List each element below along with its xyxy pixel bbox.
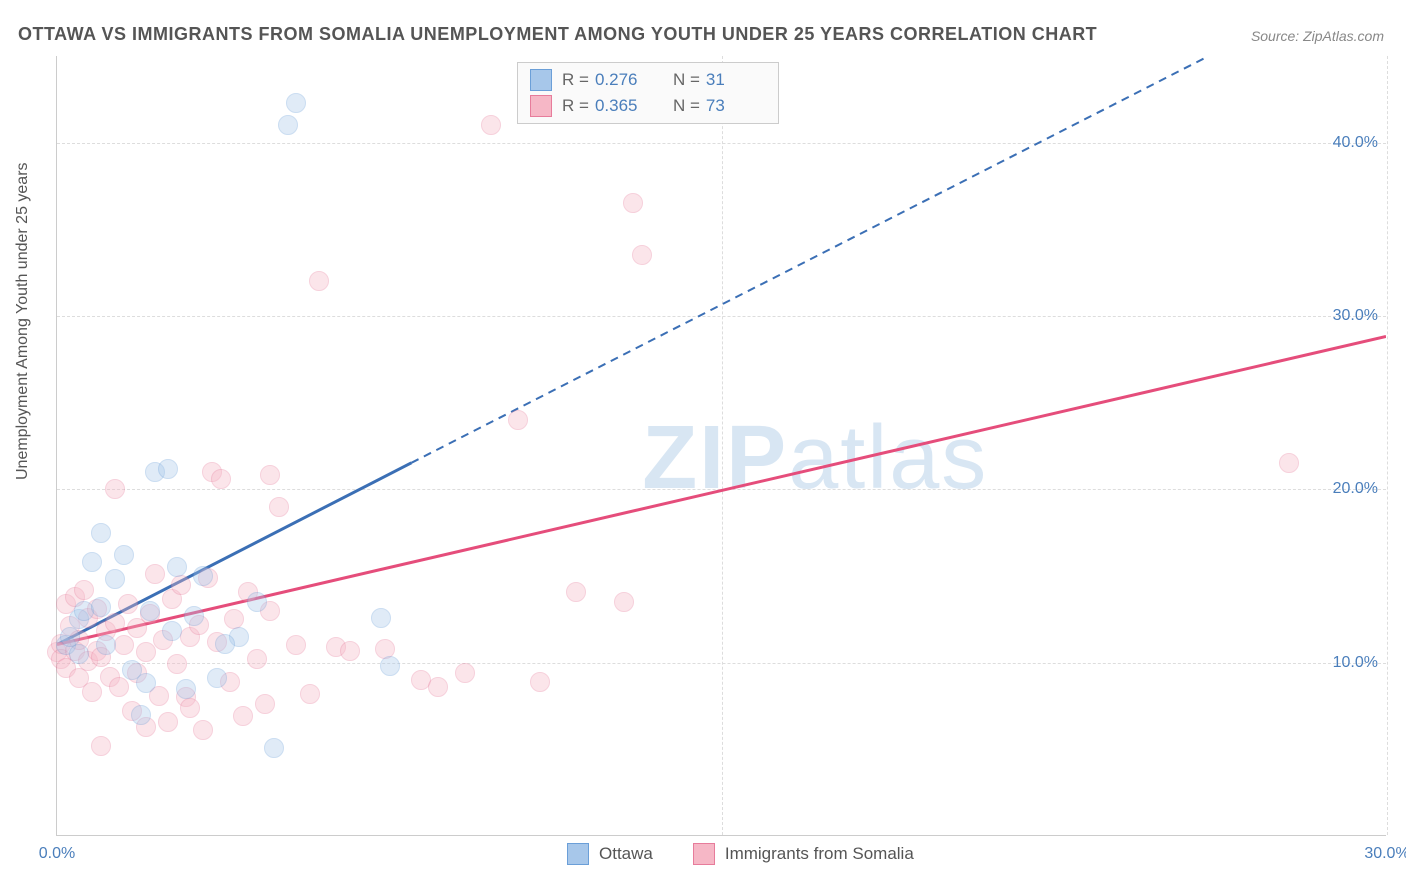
legend-swatch xyxy=(530,95,552,117)
scatter-point xyxy=(260,465,280,485)
legend-n-label: N = xyxy=(673,70,700,90)
scatter-point xyxy=(269,497,289,517)
scatter-point xyxy=(105,569,125,589)
legend-swatch xyxy=(693,843,715,865)
scatter-point xyxy=(278,115,298,135)
legend-r-label: R = xyxy=(562,96,589,116)
scatter-point xyxy=(109,677,129,697)
scatter-point xyxy=(207,668,227,688)
y-tick-label: 10.0% xyxy=(1333,654,1378,672)
scatter-point xyxy=(171,575,191,595)
scatter-point xyxy=(614,592,634,612)
scatter-point xyxy=(140,601,160,621)
scatter-point xyxy=(340,641,360,661)
legend-r-value: 0.276 xyxy=(595,70,655,90)
scatter-point xyxy=(233,706,253,726)
legend-n-value: 73 xyxy=(706,96,766,116)
scatter-point xyxy=(114,545,134,565)
legend-series: Ottawa Immigrants from Somalia xyxy=(567,843,914,865)
scatter-point xyxy=(74,601,94,621)
scatter-point xyxy=(247,649,267,669)
scatter-point xyxy=(136,642,156,662)
scatter-point xyxy=(180,698,200,718)
scatter-point xyxy=(1279,453,1299,473)
scatter-point xyxy=(286,93,306,113)
scatter-point xyxy=(145,564,165,584)
watermark: ZIPatlas xyxy=(642,407,988,510)
scatter-point xyxy=(82,682,102,702)
legend-swatch xyxy=(567,843,589,865)
scatter-point xyxy=(96,635,116,655)
source-text: Source: ZipAtlas.com xyxy=(1251,28,1384,44)
legend-r-value: 0.365 xyxy=(595,96,655,116)
watermark-rest: atlas xyxy=(788,408,988,508)
scatter-point xyxy=(114,635,134,655)
plot-area: ZIPatlas 10.0%20.0%30.0%40.0%0.0%30.0%R … xyxy=(56,56,1386,836)
scatter-point xyxy=(371,608,391,628)
scatter-point xyxy=(264,738,284,758)
scatter-point xyxy=(193,720,213,740)
scatter-point xyxy=(158,459,178,479)
scatter-point xyxy=(211,469,231,489)
legend-stats-row: R = 0.365 N = 73 xyxy=(518,93,778,119)
x-tick-label: 30.0% xyxy=(1364,845,1406,863)
legend-series-item: Immigrants from Somalia xyxy=(693,843,914,865)
y-tick-label: 30.0% xyxy=(1333,307,1378,325)
scatter-point xyxy=(105,479,125,499)
gridline-v xyxy=(722,56,723,835)
legend-n-label: N = xyxy=(673,96,700,116)
scatter-point xyxy=(167,654,187,674)
scatter-point xyxy=(184,606,204,626)
watermark-bold: ZIP xyxy=(642,408,788,508)
scatter-point xyxy=(286,635,306,655)
legend-series-label: Immigrants from Somalia xyxy=(725,844,914,864)
scatter-point xyxy=(380,656,400,676)
chart-title: OTTAWA VS IMMIGRANTS FROM SOMALIA UNEMPL… xyxy=(18,24,1097,45)
scatter-point xyxy=(193,566,213,586)
scatter-point xyxy=(158,712,178,732)
scatter-point xyxy=(91,736,111,756)
scatter-point xyxy=(255,694,275,714)
scatter-point xyxy=(623,193,643,213)
legend-series-item: Ottawa xyxy=(567,843,653,865)
legend-stats-row: R = 0.276 N = 31 xyxy=(518,67,778,93)
scatter-point xyxy=(300,684,320,704)
scatter-point xyxy=(455,663,475,683)
y-axis-label: Unemployment Among Youth under 25 years xyxy=(14,162,32,480)
legend-stats: R = 0.276 N = 31 R = 0.365 N = 73 xyxy=(517,62,779,124)
x-tick-label: 0.0% xyxy=(39,845,75,863)
scatter-point xyxy=(428,677,448,697)
legend-r-label: R = xyxy=(562,70,589,90)
scatter-point xyxy=(508,410,528,430)
scatter-point xyxy=(530,672,550,692)
scatter-point xyxy=(105,613,125,633)
y-tick-label: 20.0% xyxy=(1333,480,1378,498)
scatter-point xyxy=(91,597,111,617)
scatter-point xyxy=(566,582,586,602)
scatter-point xyxy=(309,271,329,291)
scatter-point xyxy=(131,705,151,725)
scatter-point xyxy=(632,245,652,265)
gridline-v xyxy=(1387,56,1388,835)
scatter-point xyxy=(82,552,102,572)
scatter-point xyxy=(162,621,182,641)
scatter-point xyxy=(481,115,501,135)
scatter-point xyxy=(136,673,156,693)
scatter-point xyxy=(91,523,111,543)
scatter-point xyxy=(69,644,89,664)
scatter-point xyxy=(176,679,196,699)
legend-series-label: Ottawa xyxy=(599,844,653,864)
scatter-point xyxy=(215,634,235,654)
y-tick-label: 40.0% xyxy=(1333,134,1378,152)
scatter-point xyxy=(247,592,267,612)
scatter-point xyxy=(74,580,94,600)
scatter-point xyxy=(118,594,138,614)
chart-container: OTTAWA VS IMMIGRANTS FROM SOMALIA UNEMPL… xyxy=(0,0,1406,892)
scatter-point xyxy=(167,557,187,577)
legend-n-value: 31 xyxy=(706,70,766,90)
legend-swatch xyxy=(530,69,552,91)
